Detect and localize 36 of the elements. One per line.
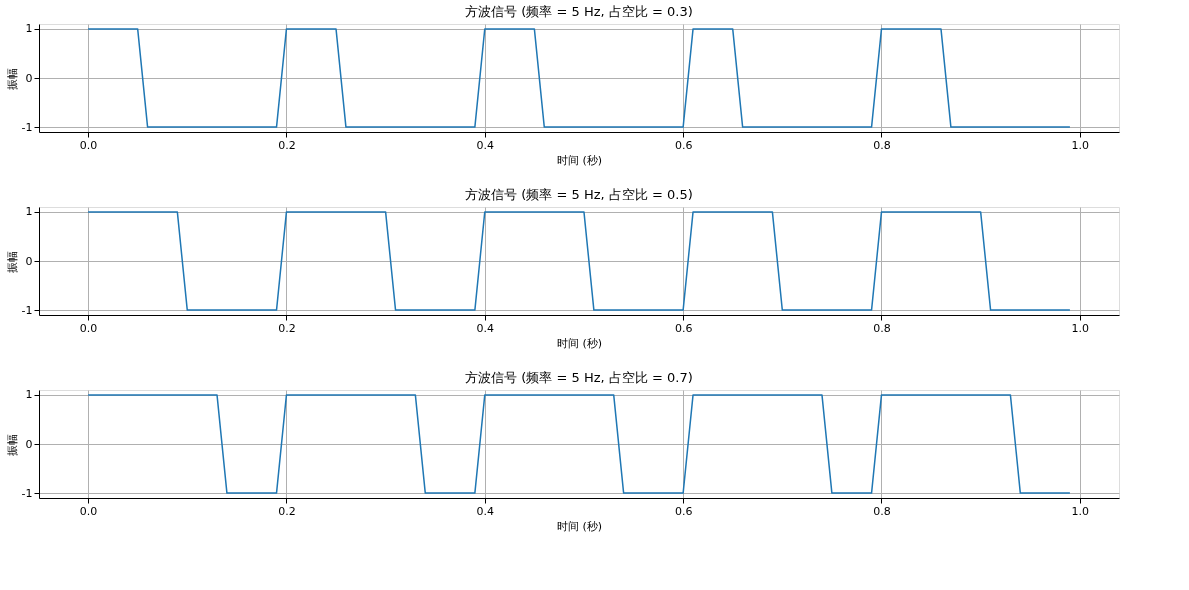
x-axis-title: 时间 (秒) <box>556 519 603 533</box>
y-axis-title: 振幅 <box>5 67 19 90</box>
y-tick-label: 1 <box>25 22 33 36</box>
x-tick-label: 0.8 <box>873 138 891 152</box>
x-tick-label: 0.8 <box>873 504 891 518</box>
y-tick-label: 0 <box>25 254 33 268</box>
x-tick-label: 0.0 <box>79 138 98 152</box>
chart-title: 方波信号 (频率 = 5 Hz, 占空比 = 0.5) <box>465 186 693 202</box>
y-tick-label: 1 <box>25 388 33 402</box>
chart-title: 方波信号 (频率 = 5 Hz, 占空比 = 0.3) <box>465 3 693 19</box>
x-tick-label: 0.8 <box>873 321 891 335</box>
x-axis-title: 时间 (秒) <box>556 336 603 350</box>
x-tick-label: 0.4 <box>476 138 495 152</box>
y-axis-title: 振幅 <box>5 250 19 273</box>
x-tick-label: 1.0 <box>1071 321 1090 335</box>
y-tick-label: -1 <box>21 486 33 500</box>
x-tick-label: 0.2 <box>278 321 296 335</box>
x-tick-label: 0.0 <box>79 321 98 335</box>
x-tick-label: 0.4 <box>476 321 495 335</box>
y-tick-label: 0 <box>25 437 33 451</box>
x-tick-label: 0.2 <box>278 138 296 152</box>
y-axis-title: 振幅 <box>5 433 19 456</box>
y-tick-label: 0 <box>25 71 33 85</box>
x-tick-label: 0.6 <box>674 138 693 152</box>
x-tick-label: 0.0 <box>79 504 98 518</box>
chart-title: 方波信号 (频率 = 5 Hz, 占空比 = 0.7) <box>465 369 693 385</box>
y-tick-label: -1 <box>21 303 33 317</box>
x-tick-label: 1.0 <box>1071 138 1090 152</box>
x-tick-label: 0.6 <box>674 504 693 518</box>
y-tick-label: -1 <box>21 120 33 134</box>
x-tick-label: 0.4 <box>476 504 495 518</box>
x-tick-label: 0.2 <box>278 504 296 518</box>
x-tick-label: 1.0 <box>1071 504 1090 518</box>
x-tick-label: 0.6 <box>674 321 693 335</box>
x-axis-title: 时间 (秒) <box>556 153 603 167</box>
y-tick-label: 1 <box>25 205 33 219</box>
